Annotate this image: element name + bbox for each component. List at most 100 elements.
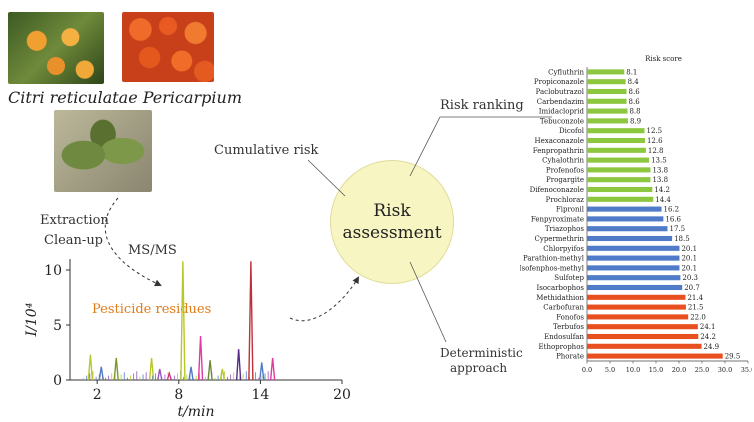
risk-bar [587, 206, 662, 212]
bar-category-label: Progargite [546, 176, 584, 184]
chrom-peak [98, 366, 104, 381]
bar-value-label: 8.6 [629, 98, 641, 106]
bar-category-label: Endosulfan [544, 333, 584, 341]
risk-bar [587, 265, 680, 271]
cleanup-label: Clean-up [44, 233, 104, 248]
risk-bar [587, 226, 668, 232]
risk-bar [587, 255, 680, 261]
risk-bar [587, 118, 628, 124]
bar-category-label: Methidathion [536, 294, 584, 302]
bar-x-tick-label: 10.0 [626, 366, 640, 374]
bar-value-label: 22.0 [690, 313, 706, 321]
risk-bar [587, 216, 664, 222]
bar-value-label: 20.7 [684, 284, 700, 292]
bar-category-label: Fenpyroximate [531, 215, 584, 223]
bar-value-label: 12.5 [647, 127, 663, 135]
bar-category-label: Terbufos [553, 323, 584, 331]
pesticide-residues-label: Pesticide residues [92, 302, 211, 317]
bar-x-tick-label: 25.0 [695, 366, 709, 374]
bar-value-label: 8.1 [626, 68, 637, 76]
bar-category-label: Imidacloprid [539, 108, 585, 116]
chrom-y-tick-label: 0 [53, 373, 62, 389]
chrom-peak [259, 362, 265, 381]
risk-bar [587, 69, 625, 75]
bar-value-label: 14.4 [655, 196, 671, 204]
risk-bar [587, 304, 686, 310]
cumulative-risk-label: Cumulative risk [214, 143, 319, 158]
bar-category-label: Carbendazim [537, 98, 585, 106]
bar-category-label: Ethoprophos [539, 343, 585, 351]
bar-value-label: 20.1 [681, 264, 697, 272]
bar-value-label: 24.1 [700, 323, 716, 331]
chrom-peak [188, 366, 194, 381]
risk-bar [587, 177, 651, 183]
bar-value-label: 14.2 [654, 186, 670, 194]
deterministic-label: Deterministic [440, 346, 523, 360]
bar-category-label: Isofenphos-methyl [520, 264, 585, 272]
chrom-peak [219, 368, 226, 381]
chrom-x-tick-label: 2 [93, 387, 102, 403]
risk-bar [587, 324, 698, 330]
bar-chart-title: Risk score [645, 55, 682, 63]
bar-category-label: Triazophos [545, 225, 585, 233]
bar-value-label: 20.1 [681, 255, 697, 263]
orange-tree-photo [8, 12, 104, 84]
chrom-peak [148, 357, 155, 381]
bar-value-label: 8.4 [628, 78, 640, 86]
bar-value-label: 12.8 [648, 147, 664, 155]
chrom-peak [180, 261, 186, 381]
risk-bar [587, 98, 627, 104]
chrom-peak [197, 335, 204, 381]
risk-bar [587, 245, 680, 251]
bar-category-label: Carbofuran [543, 304, 584, 312]
bar-value-label: 13.5 [651, 157, 667, 165]
bar-category-label: Difenoconazole [530, 186, 584, 194]
bar-category-label: Sulfotep [554, 274, 584, 282]
bar-category-label: Paclobutrazol [536, 88, 585, 96]
risk-bar [587, 186, 653, 193]
bar-category-label: Profenofos [546, 166, 585, 174]
chrom-x-tick-label: 8 [174, 387, 183, 403]
bar-category-label: Prochloraz [546, 196, 585, 204]
bar-category-label: Tebuconzole [540, 117, 584, 125]
risk-bar [587, 147, 646, 153]
bar-category-label: Chlorpyifos [543, 245, 584, 253]
chrom-peak [248, 261, 254, 381]
risk-bar [587, 235, 673, 242]
risk-bar [587, 137, 645, 144]
risk-bar [587, 353, 723, 359]
bar-x-tick-label: 30.0 [718, 366, 732, 374]
bar-value-label: 24.2 [700, 333, 716, 341]
bar-category-label: Hexaconazole [535, 137, 584, 145]
chrom-peak [87, 354, 94, 381]
chromatogram-chart: Pesticide residues 0 5 10 2 8 14 20 I/10⁴ t/min [24, 259, 350, 420]
photo-caption: Citri reticulatae Pericarpium [8, 88, 243, 107]
bar-x-tick-label: 15.0 [649, 366, 663, 374]
chrom-peak [207, 360, 213, 381]
bar-category-label: Fipronil [556, 206, 585, 214]
bar-value-label: 13.8 [652, 176, 668, 184]
risk-assessment-title: Risk [373, 201, 411, 221]
risk-bar [587, 108, 628, 114]
chrom-y-tick-label: 10 [44, 263, 62, 279]
bar-value-label: 18.5 [674, 235, 690, 243]
bar-category-label: Parathion-methyl [523, 255, 585, 263]
bar-value-label: 13.8 [652, 166, 668, 174]
bar-category-label: Phorate [556, 353, 584, 361]
risk-bar [587, 294, 686, 300]
bar-category-label: Fenpropathrin [533, 147, 585, 155]
bar-x-tick-label: 5.0 [605, 366, 615, 374]
bar-x-tick-label: 35.0 [741, 366, 752, 374]
risk-bar [587, 284, 683, 291]
bar-value-label: 20.1 [681, 245, 697, 253]
risk-bar [587, 314, 689, 320]
chrom-x-tick-label: 14 [251, 387, 269, 403]
bar-x-tick-label: 20.0 [672, 366, 686, 374]
risk-bar [587, 343, 702, 349]
chrom-peak [157, 368, 163, 381]
chrom-peak [166, 370, 172, 381]
bar-category-label: Dicofol [559, 127, 585, 135]
extraction-label: Extraction [40, 213, 109, 228]
bar-category-label: Cyfluthrin [548, 68, 584, 76]
bar-category-label: Isocarbophos [536, 284, 584, 292]
